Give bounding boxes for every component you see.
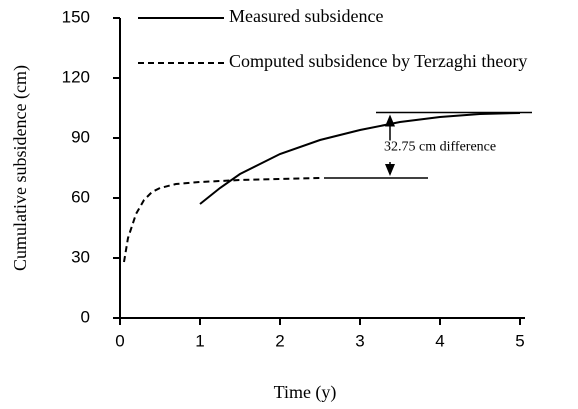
x-axis-label: Time (y) bbox=[274, 382, 337, 403]
x-tick-label: 4 bbox=[435, 331, 444, 350]
arrow-down-head bbox=[385, 164, 395, 176]
y-tick-label: 30 bbox=[71, 247, 90, 266]
y-axis-label: Cumulative subsidence (cm) bbox=[10, 65, 31, 271]
legend-label: Measured subsidence bbox=[229, 6, 383, 26]
arrow-up-head bbox=[385, 114, 395, 127]
data-line bbox=[123, 177, 321, 263]
x-tick-label: 0 bbox=[115, 331, 124, 350]
x-tick-label: 1 bbox=[195, 331, 204, 350]
data-line bbox=[199, 112, 521, 205]
x-tick-label: 2 bbox=[275, 331, 284, 350]
y-tick-label: 150 bbox=[62, 7, 90, 26]
y-tick-label: 0 bbox=[81, 307, 90, 326]
y-tick-label: 90 bbox=[71, 127, 90, 146]
x-tick-label: 5 bbox=[515, 331, 524, 350]
y-tick-label: 120 bbox=[62, 67, 90, 86]
legend-label: Computed subsidence by Terzaghi theory bbox=[229, 51, 527, 71]
y-tick-label: 60 bbox=[71, 187, 90, 206]
x-tick-label: 3 bbox=[355, 331, 364, 350]
annotation-text: 32.75 cm difference bbox=[384, 139, 496, 154]
